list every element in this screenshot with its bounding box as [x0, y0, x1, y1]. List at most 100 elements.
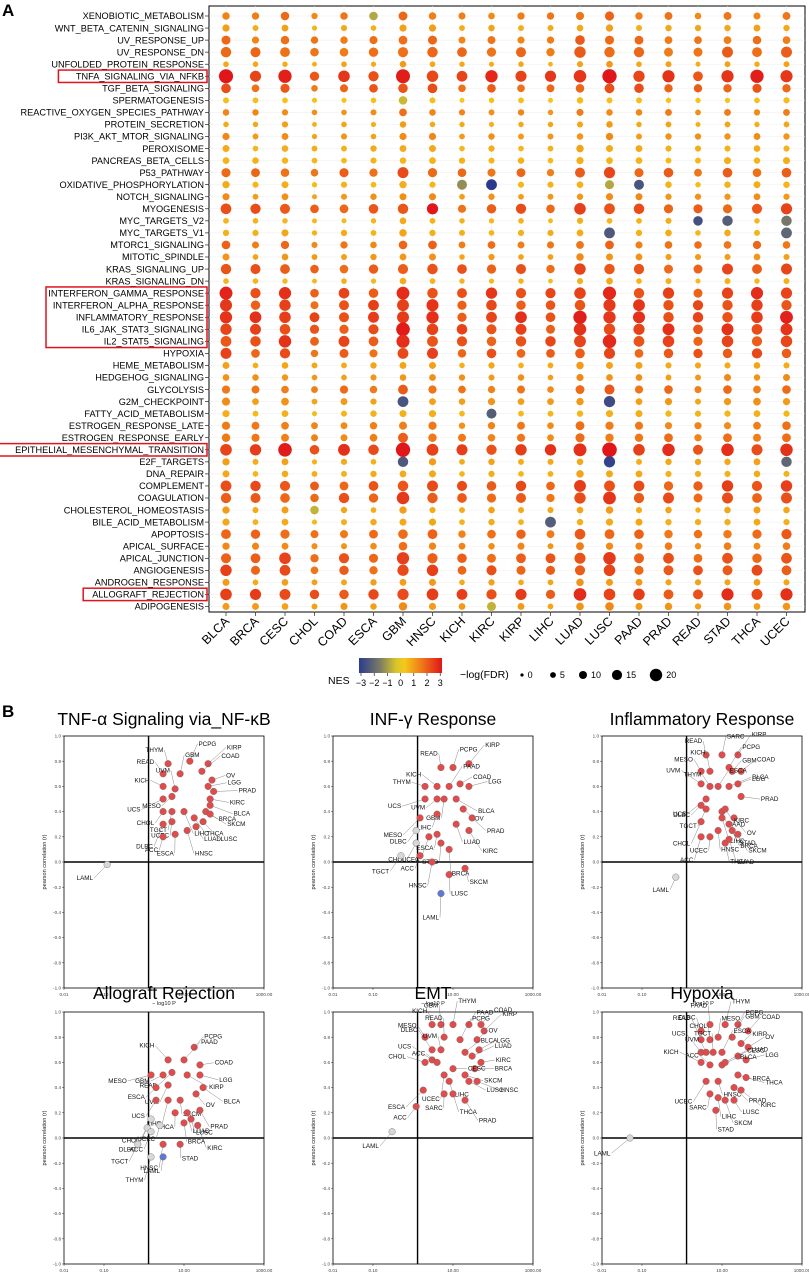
- dot-myc-targets-v2-gbm: [399, 217, 407, 225]
- dot-kras-signaling-up-blca: [220, 263, 232, 275]
- dot-myc-targets-v1-ucec: [781, 227, 792, 239]
- x-tick-label: 10.00: [716, 1268, 728, 1273]
- dot-dna-repair-luad: [576, 470, 584, 478]
- point-uvm: [702, 1048, 710, 1056]
- dot-interferon-gamma-response-prad: [662, 287, 675, 299]
- dot-bile-acid-metabolism-kirc: [488, 518, 495, 526]
- dot-uv-response-up-lihc: [546, 36, 555, 44]
- pathway-label-pancreas-beta-cells: PANCREAS_BETA_CELLS: [91, 156, 204, 166]
- y-tick-label: -0.2: [591, 885, 599, 890]
- point-uvm: [164, 1081, 172, 1089]
- dot-spermatogenesis-brca: [252, 97, 259, 104]
- dot-g2m-checkpoint-esca: [370, 398, 377, 405]
- dot-unfolded-protein-response-esca: [370, 61, 377, 67]
- dot-il6-jak-stat3-signaling-kich: [456, 324, 468, 335]
- point-luad: [468, 1052, 476, 1060]
- dot-fatty-acid-metabolism-blca: [222, 410, 230, 418]
- dot-interferon-gamma-response-hnsc: [427, 287, 438, 299]
- point-label-ucs: UCS: [388, 803, 401, 810]
- dot-mtorc1-signaling-esca: [370, 241, 377, 249]
- point-thca: [171, 1109, 179, 1117]
- dot-estrogen-response-late-luad: [575, 421, 585, 431]
- dot-epithelial-mesenchymal-transition-kich: [456, 444, 468, 456]
- dot-reactive-oxygen-species-pathway-cesc: [281, 109, 289, 116]
- dot-g2m-checkpoint-brca: [252, 398, 259, 405]
- dot-xenobiotic-metabolism-paad: [635, 12, 643, 20]
- dot-wnt-beta-catenin-signaling-gbm: [399, 24, 407, 32]
- dot-apical-junction-stad: [722, 552, 733, 564]
- dot-epithelial-mesenchymal-transition-prad: [662, 443, 675, 457]
- dot-kras-signaling-dn-cesc: [282, 278, 288, 284]
- point-kirc: [194, 1121, 202, 1129]
- dot-dna-repair-read: [694, 470, 702, 477]
- point-coad: [744, 1027, 752, 1035]
- point-paad: [465, 1021, 473, 1029]
- point-ov: [473, 1036, 481, 1044]
- dot-coagulation-kirp: [515, 492, 527, 504]
- dot-pancreas-beta-cells-brca: [252, 157, 259, 164]
- point-esca: [718, 1048, 726, 1056]
- dot-tnfa-signaling-via-nfkb-coad: [338, 70, 350, 83]
- dot-estrogen-response-late-kich: [458, 422, 466, 429]
- dot-angiogenesis-cesc: [279, 564, 291, 576]
- dot-kras-signaling-dn-gbm: [399, 277, 407, 285]
- nes-dot-plot: XENOBIOTIC_METABOLISMWNT_BETA_CATENIN_SI…: [0, 5, 806, 650]
- dot-hedgehog-signaling-thca: [753, 374, 761, 381]
- dot-myogenesis-hnsc: [426, 203, 439, 215]
- leader-line: [725, 1100, 734, 1123]
- dot-il6-jak-stat3-signaling-paad: [633, 323, 645, 335]
- dot-spermatogenesis-coad: [341, 97, 347, 103]
- dot-myc-targets-v2-kich: [459, 218, 465, 224]
- dot-estrogen-response-late-kirc: [487, 422, 496, 430]
- dot-estrogen-response-early-esca: [369, 433, 378, 442]
- point-label-dlbc: DLBC: [119, 1146, 136, 1153]
- dot-bile-acid-metabolism-brca: [252, 519, 259, 526]
- dot-myc-targets-v2-brca: [252, 218, 259, 224]
- dot-e2f-targets-ucec: [781, 456, 792, 468]
- dot-oxidative-phosphorylation-ucec: [783, 181, 790, 188]
- point-label-kirc: KIRC: [761, 1102, 776, 1109]
- dot-pancreas-beta-cells-lusc: [606, 157, 613, 164]
- dot-estrogen-response-late-lihc: [547, 422, 554, 430]
- point-label-hnsc: HNSC: [723, 1092, 741, 1099]
- point-lgg: [196, 1071, 204, 1079]
- dot-complement-brca: [250, 480, 261, 492]
- dot-e2f-targets-kich: [459, 458, 465, 465]
- dot-inflammatory-response-kich: [457, 312, 467, 322]
- point-esca: [433, 830, 441, 838]
- dot-mtorc1-signaling-prad: [664, 241, 673, 249]
- dot-apical-surface-stad: [723, 542, 732, 550]
- leader-line: [197, 1125, 207, 1148]
- dot-g2m-checkpoint-stad: [723, 398, 732, 406]
- dot-estrogen-response-late-gbm: [398, 421, 408, 430]
- point-paad: [706, 1021, 714, 1029]
- dot-mitotic-spindle-blca: [222, 253, 230, 261]
- correlation-scatter-panels: TNF-α Signaling via_NF-κB1.00.80.60.40.2…: [42, 709, 809, 1273]
- dot-p53-pathway-cesc: [280, 168, 290, 177]
- dot-protein-secretion-chol: [312, 122, 317, 127]
- point-label-meso: MESO: [722, 1015, 741, 1022]
- dot-heme-metabolism-kirc: [488, 362, 495, 369]
- dot-apical-junction-lusc: [603, 552, 616, 565]
- leader-line: [427, 861, 433, 886]
- cancer-label-chol: CHOL: [286, 614, 320, 648]
- point-label-kirp: KIRP: [227, 745, 242, 752]
- dot-tnfa-signaling-via-nfkb-luad: [573, 69, 587, 83]
- cancer-label-stad: STAD: [701, 614, 734, 647]
- dot-glycolysis-brca: [251, 385, 260, 394]
- point-label-paad: PAAD: [691, 1003, 708, 1010]
- point-label-chol: CHOL: [388, 1054, 406, 1061]
- leader-line: [459, 1018, 472, 1040]
- point-coad: [198, 767, 206, 775]
- point-label-kirp: KIRP: [502, 1011, 517, 1018]
- dot-pancreas-beta-cells-kirp: [517, 157, 525, 164]
- dot-wnt-beta-catenin-signaling-read: [694, 24, 702, 32]
- y-tick-label: -1.0: [591, 986, 599, 991]
- dot-heme-metabolism-paad: [635, 362, 643, 369]
- point-acc: [433, 1058, 441, 1066]
- dot-pi3k-akt-mtor-signaling-hnsc: [428, 132, 437, 141]
- dot-dna-repair-coad: [341, 470, 347, 477]
- point-brca: [445, 845, 453, 853]
- dot-apical-junction-gbm: [396, 552, 410, 565]
